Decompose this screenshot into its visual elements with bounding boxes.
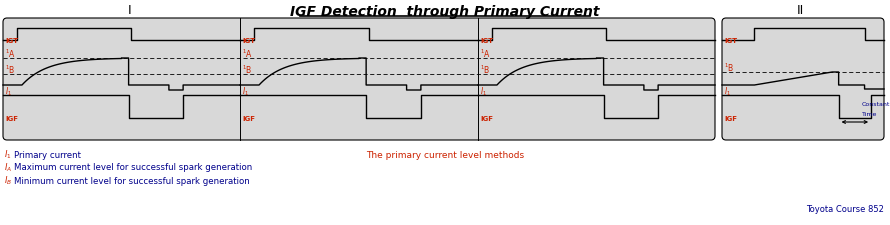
Text: IGF: IGF xyxy=(242,116,255,122)
Text: $\mathregular{^1A}$: $\mathregular{^1A}$ xyxy=(5,48,16,60)
Text: $\mathregular{^1B}$: $\mathregular{^1B}$ xyxy=(242,64,253,76)
Text: $I_A$: $I_A$ xyxy=(4,162,12,174)
Text: $\mathregular{^1B}$: $\mathregular{^1B}$ xyxy=(480,64,490,76)
Text: Toyota Course 852: Toyota Course 852 xyxy=(806,205,884,214)
Text: I: I xyxy=(128,4,132,16)
FancyBboxPatch shape xyxy=(722,18,884,140)
Text: II: II xyxy=(797,4,804,16)
Text: Maximum current level for successful spark generation: Maximum current level for successful spa… xyxy=(14,164,252,173)
FancyBboxPatch shape xyxy=(3,18,715,140)
Text: $I_1$: $I_1$ xyxy=(4,149,12,161)
Text: $\mathregular{^1A}$: $\mathregular{^1A}$ xyxy=(242,48,253,60)
Text: IGF Detection  through Primary Current: IGF Detection through Primary Current xyxy=(290,5,600,19)
Text: Primary current: Primary current xyxy=(14,151,81,160)
Text: $I_1$: $I_1$ xyxy=(5,86,12,99)
Text: $\mathregular{^1B}$: $\mathregular{^1B}$ xyxy=(5,64,15,76)
Text: IGT: IGT xyxy=(5,38,18,44)
Text: IGT: IGT xyxy=(724,38,737,44)
Text: Time: Time xyxy=(862,112,877,117)
Text: IGF: IGF xyxy=(724,116,737,122)
Text: IGF: IGF xyxy=(5,116,18,122)
Text: IGF: IGF xyxy=(480,116,493,122)
Text: $\mathregular{^1B}$: $\mathregular{^1B}$ xyxy=(724,62,734,74)
Text: IGT: IGT xyxy=(480,38,493,44)
Text: The primary current level methods: The primary current level methods xyxy=(366,151,524,160)
Text: $I_1$: $I_1$ xyxy=(480,86,487,99)
Text: IGT: IGT xyxy=(242,38,255,44)
Text: $I_B$: $I_B$ xyxy=(4,175,12,187)
Text: Minimum current level for successful spark generation: Minimum current level for successful spa… xyxy=(14,176,250,185)
Text: Constant: Constant xyxy=(862,103,890,108)
Text: $I_1$: $I_1$ xyxy=(724,86,731,99)
Text: $\mathregular{^1A}$: $\mathregular{^1A}$ xyxy=(480,48,491,60)
Text: $I_1$: $I_1$ xyxy=(242,86,249,99)
